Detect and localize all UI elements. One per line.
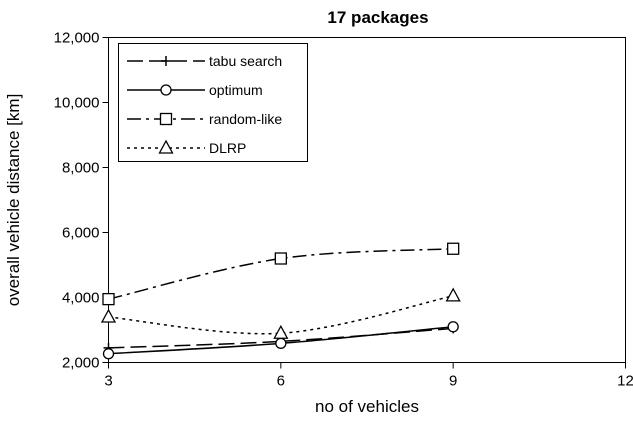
legend-item-optimum: optimum [127,82,263,98]
square-marker [102,292,115,306]
legend: tabu search optimum random-like DLRP [118,43,308,162]
x-tick-label: 6 [277,373,285,390]
plot-area [108,37,626,363]
legend-label: DLRP [209,140,246,156]
y-tick-label: 2,000 [62,355,100,372]
circle-marker [275,337,287,349]
x-tick-label: 12 [617,373,633,390]
x-tick-label: 9 [449,373,457,390]
series-dlrp [100,287,461,339]
series-line-random-like [108,248,454,300]
series-optimum [102,321,459,360]
circle-marker [447,321,459,333]
legend-box [118,43,308,162]
triangle-marker [445,287,461,302]
legend-label: optimum [209,82,263,98]
chart-title: 17 packages [327,8,428,27]
y-tick-label: 4,000 [62,290,100,307]
y-axis-label: overall vehicle distance [km] [4,94,23,307]
legend-label: tabu search [209,53,282,69]
y-tick-label: 8,000 [62,160,100,177]
triangle-marker [100,308,117,323]
series-layer [100,242,461,360]
circle-marker [102,348,115,360]
axis-ticks: 2,000 4,000 6,000 8,000 10,000 12,000 3 6 9 12 [54,30,633,390]
x-axis-label: no of vehicles [315,397,419,416]
y-tick-label: 10,000 [54,95,100,112]
square-marker [274,252,287,265]
y-tick-label: 12,000 [54,30,100,47]
legend-item-dlrp: DLRP [127,139,246,156]
legend-item-random-like: random-like [127,111,282,127]
square-marker [447,242,460,255]
triangle-marker [273,324,289,339]
series-random-like [102,242,460,306]
triangle-marker [158,139,174,154]
square-marker [159,112,173,126]
legend-item-tabu-search: tabu search [127,53,282,69]
plus-marker [161,56,171,66]
y-tick-label: 6,000 [62,225,100,242]
legend-label: random-like [209,111,282,127]
circle-marker [160,84,172,96]
x-tick-label: 3 [104,373,112,390]
